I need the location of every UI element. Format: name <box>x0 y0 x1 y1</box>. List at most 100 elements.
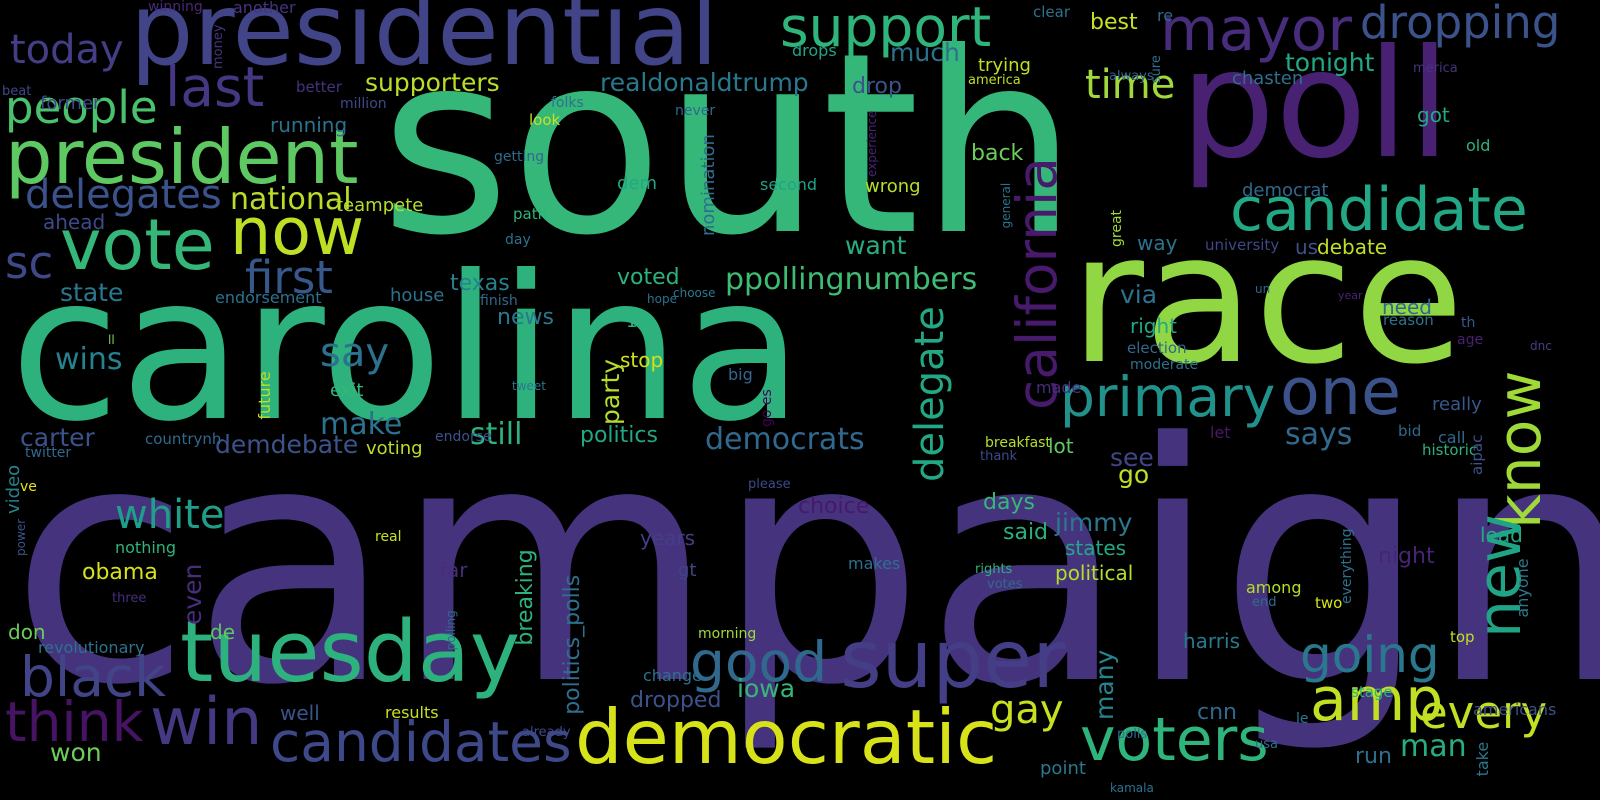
word-drop: drop <box>852 74 902 99</box>
word-every: every <box>1420 686 1548 739</box>
word-dropping: dropping <box>1360 0 1561 49</box>
word-news: news <box>497 305 554 330</box>
word-take: take <box>1473 741 1492 777</box>
word-finish: finish <box>480 293 518 309</box>
word-need: need <box>1382 295 1432 319</box>
word-win: win <box>150 685 263 760</box>
word-politics-polls: politics_polls <box>560 574 585 715</box>
word-revolutionary: revolutionary <box>38 638 145 657</box>
word-already: already <box>522 725 571 740</box>
word-million: million <box>340 96 387 112</box>
word-votes: votes <box>987 577 1023 592</box>
word-polling: polling <box>444 610 458 651</box>
word-california: california <box>1005 156 1069 410</box>
word-voted: voted <box>617 265 680 290</box>
word-dnc: dnc <box>1530 339 1552 353</box>
word-go-es: go es <box>759 389 775 427</box>
word-usa: usa <box>1255 737 1278 752</box>
word-old: old <box>1466 136 1491 155</box>
word-reason: reason <box>1383 311 1434 329</box>
word-kamala: kamala <box>1110 781 1154 795</box>
word-last: last <box>165 55 265 119</box>
word-super: super <box>840 613 1066 706</box>
word-age: age <box>1457 332 1484 348</box>
word-anyone: anyone <box>1513 558 1532 618</box>
word-vote: vote <box>60 204 215 286</box>
word-made: made <box>1036 378 1082 397</box>
word-say: say <box>320 330 390 376</box>
word-re: re <box>1157 6 1174 25</box>
word-said: said <box>1003 520 1049 545</box>
word-general: general <box>999 182 1013 229</box>
word-well: well <box>280 701 320 725</box>
word-better: better <box>296 78 342 96</box>
word-delegate: delegate <box>907 306 953 482</box>
word-point: point <box>1040 758 1086 779</box>
word-candidates: candidates <box>270 710 572 774</box>
word-presidential: presidential <box>130 0 719 88</box>
word-supporters: supporters <box>365 68 500 97</box>
word-trying: trying <box>978 55 1031 76</box>
word-un: un <box>1255 282 1271 296</box>
word-breakfast: breakfast <box>985 435 1051 451</box>
word-many: many <box>1090 649 1119 720</box>
word-wrong: wrong <box>865 176 921 197</box>
word-moderate: moderate <box>1130 357 1199 373</box>
word-1st: 1st <box>626 311 654 332</box>
word-campaign: campaign <box>10 373 1600 757</box>
word-endorse: endorse <box>435 429 492 445</box>
word-stop: stop <box>620 348 664 372</box>
word-days: days <box>983 490 1035 515</box>
word-polls: polls <box>1117 727 1148 742</box>
word-make: make <box>320 407 403 442</box>
word-morning: morning <box>698 626 757 642</box>
word-political: political <box>1055 561 1134 585</box>
word-tweet: tweet <box>512 379 546 393</box>
word-th: th <box>1461 315 1476 331</box>
word-experience: experience <box>865 110 879 177</box>
word-endorsement: endorsement <box>215 288 322 307</box>
word-voters: voters <box>1080 705 1269 775</box>
word-teampete: teampete <box>336 195 424 216</box>
word-us: us <box>1295 235 1319 259</box>
word-americans: americans <box>1473 700 1557 719</box>
word-best: best <box>1090 10 1138 35</box>
word-really: really <box>1432 394 1482 415</box>
word-gt: gt <box>678 560 697 581</box>
word-nothing: nothing <box>115 538 177 557</box>
word-carter: carter <box>20 423 95 452</box>
word-de: de <box>210 620 235 644</box>
word-south: south <box>380 0 1079 290</box>
word-breaking: breaking <box>513 549 538 646</box>
word-see: see <box>1110 443 1154 472</box>
word-top: top <box>1450 628 1475 646</box>
word-end: end <box>1252 595 1277 610</box>
word-everything: everything <box>1339 528 1355 604</box>
word-says: says <box>1285 417 1353 452</box>
word-man: man <box>1400 729 1467 764</box>
word-states: states <box>1065 536 1127 560</box>
word-always: always <box>1109 69 1154 84</box>
word-running: running <box>270 113 348 137</box>
word-gay: gay <box>990 687 1064 733</box>
word-mayor: mayor <box>1160 0 1353 65</box>
word-via: via <box>1120 280 1158 309</box>
word-first: first <box>245 251 333 304</box>
word-way: way <box>1137 231 1178 255</box>
word-clear: clear <box>1033 3 1071 21</box>
word-winning: winning <box>148 0 203 15</box>
word-think: think <box>5 690 144 754</box>
word-ve: ve <box>20 479 37 495</box>
word-big: big <box>728 365 753 384</box>
word-getting: getting <box>494 149 545 165</box>
word-choose: choose <box>673 286 716 300</box>
word-one: one <box>1280 355 1401 430</box>
word-want: want <box>845 231 907 260</box>
word-lot: lot <box>1048 434 1074 458</box>
word-dropped: dropped <box>630 688 722 713</box>
word-three: three <box>112 591 147 606</box>
word-years: years <box>640 526 696 550</box>
word-america: america <box>968 73 1021 88</box>
word-drops: drops <box>792 41 837 60</box>
word-night: night <box>1378 544 1435 569</box>
